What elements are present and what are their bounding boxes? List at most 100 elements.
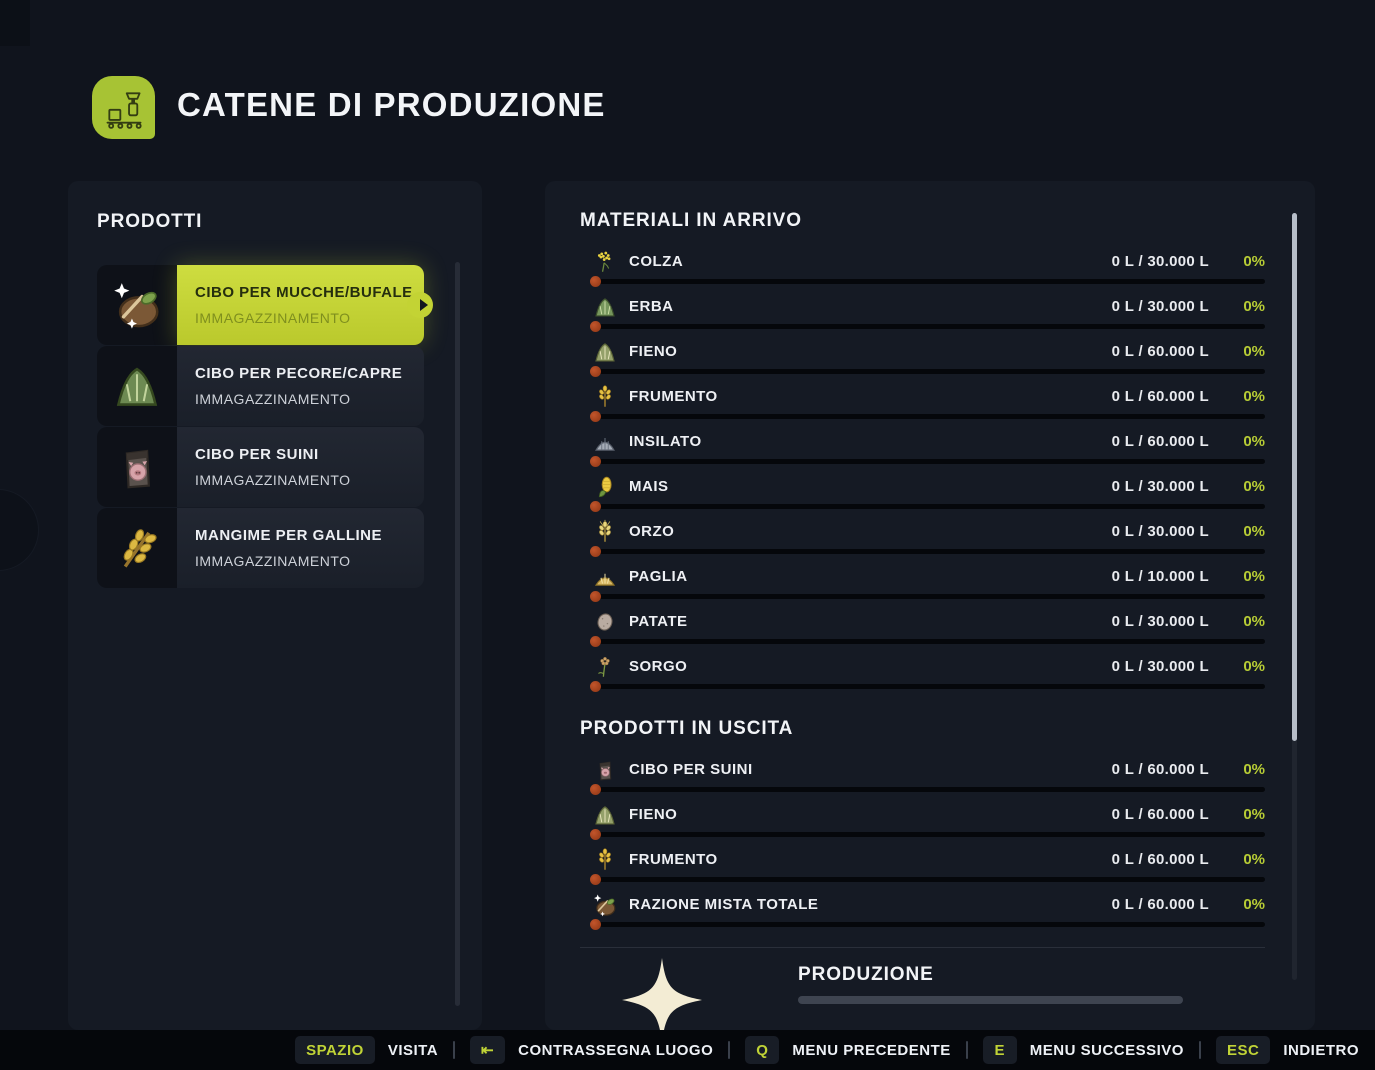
material-progress-bar [590, 784, 1265, 795]
footer-shortcuts: SPAZIO VISITA ⇤ CONTRASSEGNA LUOGO Q MEN… [295, 1036, 1359, 1064]
material-row: PATATE 0 L / 30.000 L 0% [580, 601, 1265, 647]
shortcut-hint: ⇤ CONTRASSEGNA LUOGO [470, 1036, 713, 1064]
main-scrollbar-thumb[interactable] [1292, 213, 1297, 741]
material-row: CIBO PER SUINI 0 L / 60.000 L 0% [580, 749, 1265, 795]
product-list-item[interactable]: CIBO PER SUINI IMMAGAZZINAMENTO [97, 427, 424, 507]
material-fill-percent: 0% [1243, 433, 1265, 450]
material-fill-value: 0 L / 60.000 L [1111, 851, 1209, 868]
progress-dot-icon [590, 321, 601, 332]
progress-dot-icon [590, 784, 601, 795]
shortcut-label: INDIETRO [1283, 1041, 1359, 1059]
product-list-item[interactable]: CIBO PER MUCCHE/BUFALE IMMAGAZZINAMENTO [97, 265, 433, 345]
material-progress-bar [590, 874, 1265, 885]
material-fill-percent: 0% [1243, 343, 1265, 360]
material-name: PATATE [629, 613, 688, 630]
product-sublabel: IMMAGAZZINAMENTO [195, 472, 351, 488]
material-name: ORZO [629, 523, 675, 540]
material-name: COLZA [629, 253, 684, 270]
progress-dot-icon [590, 681, 601, 692]
material-fill-value: 0 L / 30.000 L [1111, 253, 1209, 270]
progress-dot-icon [590, 456, 601, 467]
product-sublabel: IMMAGAZZINAMENTO [195, 391, 351, 407]
production-progress-bar [798, 996, 1183, 1004]
material-progress-bar [590, 366, 1265, 377]
progress-dot-icon [590, 411, 601, 422]
shortcut-key[interactable]: Q [745, 1036, 780, 1064]
sidebar-scrollbar[interactable] [455, 262, 460, 1006]
shortcut-label: VISITA [387, 1041, 439, 1059]
product-sublabel: IMMAGAZZINAMENTO [195, 553, 351, 569]
shortcut-label: CONTRASSEGNA LUOGO [518, 1041, 714, 1059]
material-row: FRUMENTO 0 L / 60.000 L 0% [580, 839, 1265, 885]
wheat-icon [592, 847, 618, 873]
material-fill-value: 0 L / 60.000 L [1111, 761, 1209, 778]
material-name: RAZIONE MISTA TOTALE [629, 896, 819, 913]
material-progress-bar [590, 411, 1265, 422]
shortcut-key[interactable]: E [982, 1036, 1017, 1064]
grass-icon [592, 294, 618, 320]
material-fill-percent: 0% [1243, 761, 1265, 778]
material-progress-bar [590, 321, 1265, 332]
material-fill-value: 0 L / 30.000 L [1111, 613, 1209, 630]
sorghum-icon [592, 654, 618, 680]
pig-food-icon [592, 757, 618, 783]
material-fill-percent: 0% [1243, 568, 1265, 585]
product-sublabel: IMMAGAZZINAMENTO [195, 310, 351, 326]
material-progress-bar [590, 919, 1265, 930]
progress-dot-icon [590, 276, 601, 287]
material-name: ERBA [629, 298, 674, 315]
hay-icon [592, 339, 618, 365]
material-fill-percent: 0% [1243, 253, 1265, 270]
material-progress-bar [590, 681, 1265, 692]
product-icon-tile [97, 346, 177, 426]
material-progress-bar [590, 636, 1265, 647]
silage-icon [592, 429, 618, 455]
selected-arrow-icon [420, 299, 428, 311]
product-label: CIBO PER SUINI [195, 446, 319, 463]
shortcut-label: MENU SUCCESSIVO [1029, 1041, 1184, 1059]
material-progress-bar [590, 501, 1265, 512]
shortcut-hint: Q MENU PRECEDENTE [745, 1036, 951, 1064]
material-name: FIENO [629, 806, 678, 823]
product-icon-tile [97, 427, 177, 507]
production-title: PRODUZIONE [798, 964, 934, 985]
material-name: FRUMENTO [629, 851, 718, 868]
shortcut-separator [965, 1041, 968, 1059]
material-row: MAIS 0 L / 30.000 L 0% [580, 466, 1265, 512]
cow-food-icon [110, 278, 164, 332]
material-row: COLZA 0 L / 30.000 L 0% [580, 241, 1265, 287]
material-progress-bar [590, 276, 1265, 287]
material-fill-percent: 0% [1243, 478, 1265, 495]
outgoing-section-title: PRODOTTI IN USCITA [580, 718, 794, 739]
material-fill-value: 0 L / 60.000 L [1111, 388, 1209, 405]
production-section: PRODUZIONE [580, 947, 1265, 1030]
material-fill-percent: 0% [1243, 388, 1265, 405]
material-fill-value: 0 L / 30.000 L [1111, 298, 1209, 315]
material-name: INSILATO [629, 433, 702, 450]
progress-dot-icon [590, 546, 601, 557]
material-row: SORGO 0 L / 30.000 L 0% [580, 646, 1265, 692]
material-fill-percent: 0% [1243, 613, 1265, 630]
shortcut-key[interactable]: SPAZIO [295, 1036, 375, 1064]
shortcut-bar: SPAZIO VISITA ⇤ CONTRASSEGNA LUOGO Q MEN… [0, 1030, 1375, 1070]
shortcut-hint: ESC INDIETRO [1215, 1036, 1359, 1064]
edge-nav-circle [0, 490, 38, 570]
product-list-item[interactable]: CIBO PER PECORE/CAPRE IMMAGAZZINAMENTO [97, 346, 424, 426]
progress-dot-icon [590, 366, 601, 377]
production-chain-icon [92, 76, 155, 139]
product-list-item[interactable]: MANGIME PER GALLINE IMMAGAZZINAMENTO [97, 508, 424, 588]
corner-artifact [0, 0, 30, 46]
shortcut-hint: SPAZIO VISITA [295, 1036, 438, 1064]
incoming-rows: COLZA 0 L / 30.000 L 0% ERBA 0 L / 30.00… [580, 241, 1265, 692]
shortcut-key[interactable]: ESC [1215, 1036, 1271, 1064]
material-row: PAGLIA 0 L / 10.000 L 0% [580, 556, 1265, 602]
material-fill-value: 0 L / 30.000 L [1111, 478, 1209, 495]
material-progress-bar [590, 591, 1265, 602]
arrow-to-bar-icon[interactable]: ⇤ [470, 1036, 506, 1064]
straw-icon [592, 564, 618, 590]
progress-dot-icon [590, 501, 601, 512]
material-row: INSILATO 0 L / 60.000 L 0% [580, 421, 1265, 467]
material-row: FRUMENTO 0 L / 60.000 L 0% [580, 376, 1265, 422]
material-progress-bar [590, 829, 1265, 840]
